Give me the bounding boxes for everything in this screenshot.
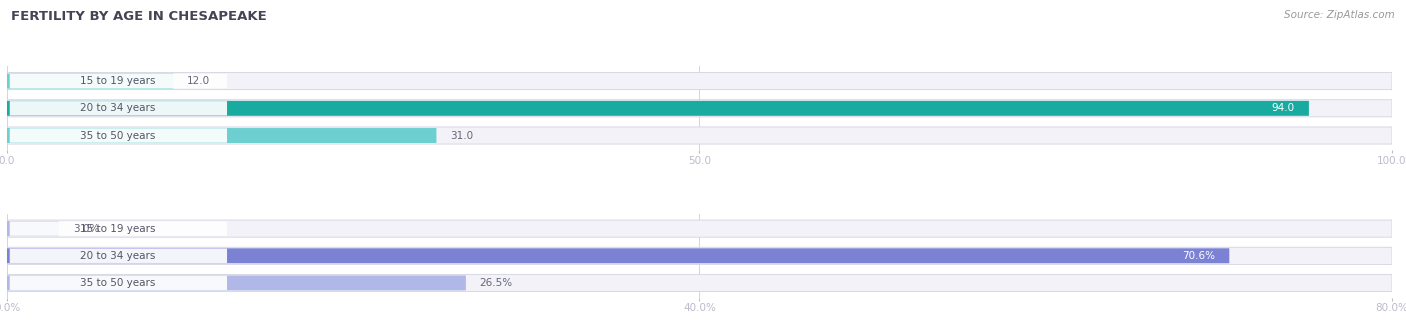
Text: 70.6%: 70.6% (1182, 251, 1215, 261)
Text: 20 to 34 years: 20 to 34 years (80, 251, 156, 261)
FancyBboxPatch shape (7, 248, 1229, 263)
FancyBboxPatch shape (7, 127, 1392, 144)
FancyBboxPatch shape (7, 128, 436, 143)
Text: 35 to 50 years: 35 to 50 years (80, 278, 156, 288)
Text: 26.5%: 26.5% (479, 278, 513, 288)
FancyBboxPatch shape (10, 249, 226, 263)
Text: 12.0: 12.0 (187, 76, 209, 86)
FancyBboxPatch shape (10, 101, 226, 116)
FancyBboxPatch shape (7, 274, 1392, 292)
FancyBboxPatch shape (7, 74, 173, 89)
FancyBboxPatch shape (10, 276, 226, 290)
FancyBboxPatch shape (7, 101, 1309, 116)
FancyBboxPatch shape (7, 221, 59, 236)
FancyBboxPatch shape (10, 221, 226, 236)
FancyBboxPatch shape (10, 128, 226, 143)
Text: 15 to 19 years: 15 to 19 years (80, 224, 156, 234)
Text: 35 to 50 years: 35 to 50 years (80, 130, 156, 140)
Text: FERTILITY BY AGE IN CHESAPEAKE: FERTILITY BY AGE IN CHESAPEAKE (11, 10, 267, 23)
FancyBboxPatch shape (7, 220, 1392, 237)
FancyBboxPatch shape (7, 275, 465, 290)
FancyBboxPatch shape (7, 72, 1392, 90)
FancyBboxPatch shape (7, 100, 1392, 117)
Text: 15 to 19 years: 15 to 19 years (80, 76, 156, 86)
FancyBboxPatch shape (7, 247, 1392, 264)
Text: 94.0: 94.0 (1272, 103, 1295, 113)
Text: Source: ZipAtlas.com: Source: ZipAtlas.com (1284, 10, 1395, 20)
Text: 20 to 34 years: 20 to 34 years (80, 103, 156, 113)
Text: 31.0: 31.0 (450, 130, 474, 140)
Text: 3.0%: 3.0% (73, 224, 100, 234)
FancyBboxPatch shape (10, 74, 226, 88)
